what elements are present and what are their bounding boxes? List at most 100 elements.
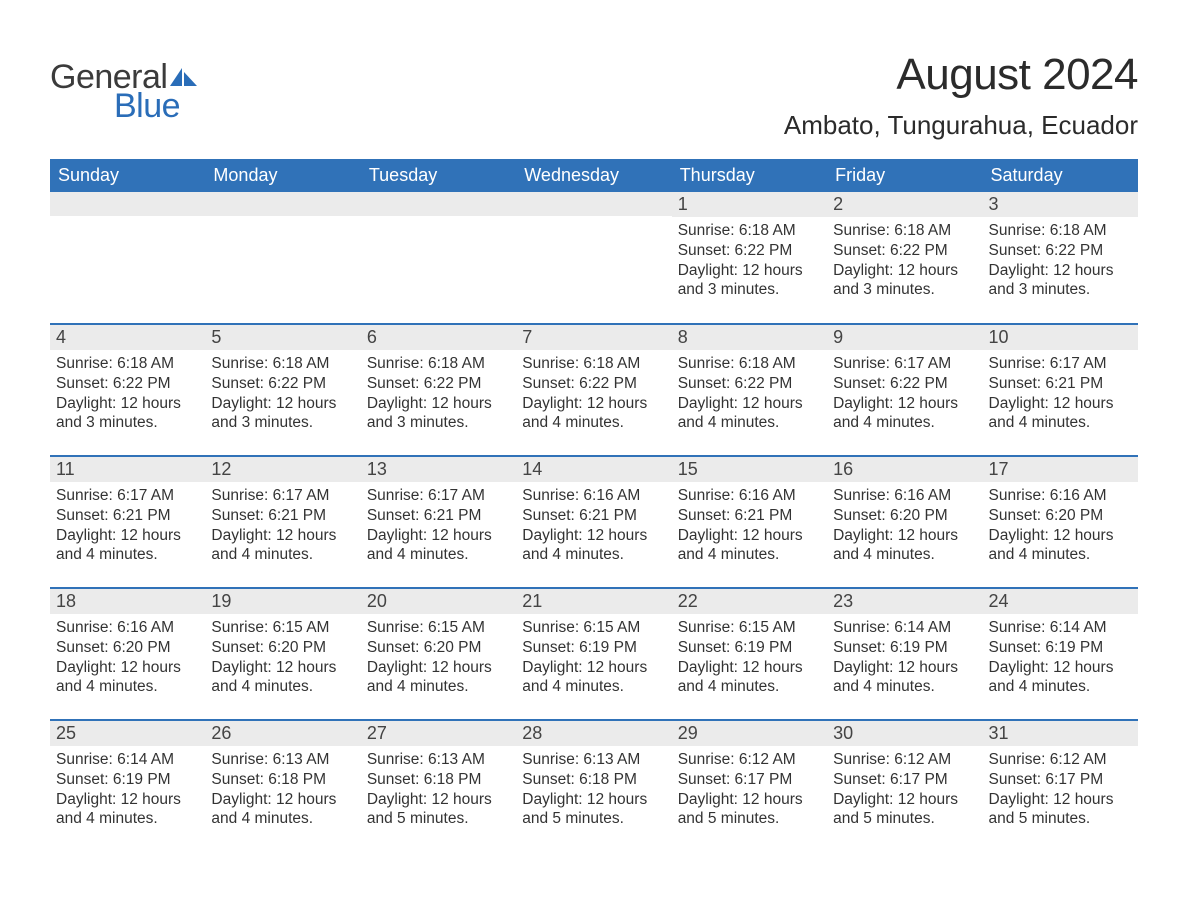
day-number: 30 xyxy=(827,721,982,746)
daylight-line: Daylight: 12 hours and 3 minutes. xyxy=(367,394,510,434)
calendar-cell xyxy=(361,192,516,324)
calendar-row: 11Sunrise: 6:17 AMSunset: 6:21 PMDayligh… xyxy=(50,456,1138,588)
weekday-header: Friday xyxy=(827,159,982,192)
calendar-table: Sunday Monday Tuesday Wednesday Thursday… xyxy=(50,159,1138,852)
sunrise-line: Sunrise: 6:17 AM xyxy=(56,486,199,506)
day-details: Sunrise: 6:16 AMSunset: 6:21 PMDaylight:… xyxy=(672,482,827,571)
day-number: 24 xyxy=(983,589,1138,614)
day-details: Sunrise: 6:16 AMSunset: 6:20 PMDaylight:… xyxy=(983,482,1138,571)
sunset-line: Sunset: 6:21 PM xyxy=(522,506,665,526)
sunset-line: Sunset: 6:17 PM xyxy=(989,770,1132,790)
empty-day-bar xyxy=(361,192,516,216)
day-number: 21 xyxy=(516,589,671,614)
calendar-cell: 9Sunrise: 6:17 AMSunset: 6:22 PMDaylight… xyxy=(827,324,982,456)
day-details: Sunrise: 6:17 AMSunset: 6:21 PMDaylight:… xyxy=(983,350,1138,439)
day-details: Sunrise: 6:16 AMSunset: 6:21 PMDaylight:… xyxy=(516,482,671,571)
calendar-cell: 2Sunrise: 6:18 AMSunset: 6:22 PMDaylight… xyxy=(827,192,982,324)
sunset-line: Sunset: 6:17 PM xyxy=(833,770,976,790)
daylight-line: Daylight: 12 hours and 5 minutes. xyxy=(833,790,976,830)
sunrise-line: Sunrise: 6:13 AM xyxy=(211,750,354,770)
empty-day-bar xyxy=(205,192,360,216)
calendar-cell: 29Sunrise: 6:12 AMSunset: 6:17 PMDayligh… xyxy=(672,720,827,852)
sunset-line: Sunset: 6:22 PM xyxy=(989,241,1132,261)
daylight-line: Daylight: 12 hours and 4 minutes. xyxy=(56,526,199,566)
sunset-line: Sunset: 6:19 PM xyxy=(522,638,665,658)
day-number: 28 xyxy=(516,721,671,746)
daylight-line: Daylight: 12 hours and 4 minutes. xyxy=(989,658,1132,698)
sunrise-line: Sunrise: 6:16 AM xyxy=(833,486,976,506)
day-number: 23 xyxy=(827,589,982,614)
sunset-line: Sunset: 6:22 PM xyxy=(678,241,821,261)
day-details: Sunrise: 6:12 AMSunset: 6:17 PMDaylight:… xyxy=(672,746,827,835)
calendar-cell: 18Sunrise: 6:16 AMSunset: 6:20 PMDayligh… xyxy=(50,588,205,720)
sunrise-line: Sunrise: 6:18 AM xyxy=(211,354,354,374)
weekday-header: Tuesday xyxy=(361,159,516,192)
calendar-cell: 5Sunrise: 6:18 AMSunset: 6:22 PMDaylight… xyxy=(205,324,360,456)
daylight-line: Daylight: 12 hours and 4 minutes. xyxy=(833,526,976,566)
logo-word2: Blue xyxy=(114,87,180,126)
day-number: 2 xyxy=(827,192,982,217)
calendar-cell: 16Sunrise: 6:16 AMSunset: 6:20 PMDayligh… xyxy=(827,456,982,588)
daylight-line: Daylight: 12 hours and 4 minutes. xyxy=(678,394,821,434)
sunrise-line: Sunrise: 6:14 AM xyxy=(833,618,976,638)
daylight-line: Daylight: 12 hours and 4 minutes. xyxy=(522,658,665,698)
day-number: 8 xyxy=(672,325,827,350)
day-details: Sunrise: 6:18 AMSunset: 6:22 PMDaylight:… xyxy=(205,350,360,439)
day-details: Sunrise: 6:16 AMSunset: 6:20 PMDaylight:… xyxy=(50,614,205,703)
calendar-row: 25Sunrise: 6:14 AMSunset: 6:19 PMDayligh… xyxy=(50,720,1138,852)
day-number: 17 xyxy=(983,457,1138,482)
calendar-page: General Blue August 2024 Ambato, Tungura… xyxy=(0,0,1188,892)
day-details: Sunrise: 6:18 AMSunset: 6:22 PMDaylight:… xyxy=(361,350,516,439)
day-number: 16 xyxy=(827,457,982,482)
empty-day-bar xyxy=(50,192,205,216)
sunrise-line: Sunrise: 6:16 AM xyxy=(56,618,199,638)
calendar-cell: 11Sunrise: 6:17 AMSunset: 6:21 PMDayligh… xyxy=(50,456,205,588)
calendar-cell: 23 Sunrise: 6:14 AMSunset: 6:19 PMDayligh… xyxy=(827,588,982,720)
calendar-cell: 22Sunrise: 6:15 AMSunset: 6:19 PMDayligh… xyxy=(672,588,827,720)
day-details: Sunrise: 6:17 AMSunset: 6:21 PMDaylight:… xyxy=(205,482,360,571)
sunset-line: Sunset: 6:20 PM xyxy=(211,638,354,658)
day-details: Sunrise: 6:16 AMSunset: 6:20 PMDaylight:… xyxy=(827,482,982,571)
daylight-line: Daylight: 12 hours and 4 minutes. xyxy=(211,790,354,830)
weekday-header-row: Sunday Monday Tuesday Wednesday Thursday… xyxy=(50,159,1138,192)
day-number: 9 xyxy=(827,325,982,350)
sunset-line: Sunset: 6:21 PM xyxy=(678,506,821,526)
day-number: 6 xyxy=(361,325,516,350)
title-block: August 2024 Ambato, Tungurahua, Ecuador xyxy=(784,50,1138,141)
day-number: 15 xyxy=(672,457,827,482)
day-details: Sunrise: 6:18 AMSunset: 6:22 PMDaylight:… xyxy=(827,217,982,306)
sunrise-line: Sunrise: 6:14 AM xyxy=(989,618,1132,638)
sunrise-line: Sunrise: 6:12 AM xyxy=(833,750,976,770)
sunrise-line: Sunrise: 6:15 AM xyxy=(678,618,821,638)
day-number: 3 xyxy=(983,192,1138,217)
sunset-line: Sunset: 6:19 PM xyxy=(833,638,976,658)
daylight-line: Daylight: 12 hours and 4 minutes. xyxy=(989,394,1132,434)
sunset-line: Sunset: 6:19 PM xyxy=(989,638,1132,658)
calendar-cell xyxy=(205,192,360,324)
day-number: 25 xyxy=(50,721,205,746)
sunset-line: Sunset: 6:21 PM xyxy=(989,374,1132,394)
day-number: 14 xyxy=(516,457,671,482)
day-details: Sunrise: 6:15 AMSunset: 6:20 PMDaylight:… xyxy=(361,614,516,703)
sunset-line: Sunset: 6:22 PM xyxy=(833,374,976,394)
daylight-line: Daylight: 12 hours and 3 minutes. xyxy=(989,261,1132,301)
sunset-line: Sunset: 6:21 PM xyxy=(56,506,199,526)
day-number: 31 xyxy=(983,721,1138,746)
sunset-line: Sunset: 6:21 PM xyxy=(211,506,354,526)
day-details: Sunrise: 6:15 AMSunset: 6:19 PMDaylight:… xyxy=(672,614,827,703)
sunset-line: Sunset: 6:17 PM xyxy=(678,770,821,790)
sunset-line: Sunset: 6:20 PM xyxy=(367,638,510,658)
sunrise-line: Sunrise: 6:15 AM xyxy=(211,618,354,638)
daylight-line: Daylight: 12 hours and 4 minutes. xyxy=(833,658,976,698)
daylight-line: Daylight: 12 hours and 5 minutes. xyxy=(989,790,1132,830)
calendar-cell: 10Sunrise: 6:17 AMSunset: 6:21 PMDayligh… xyxy=(983,324,1138,456)
day-number: 13 xyxy=(361,457,516,482)
sunrise-line: Sunrise: 6:18 AM xyxy=(833,221,976,241)
day-number: 19 xyxy=(205,589,360,614)
day-number: 10 xyxy=(983,325,1138,350)
calendar-cell xyxy=(50,192,205,324)
day-number: 4 xyxy=(50,325,205,350)
sunset-line: Sunset: 6:20 PM xyxy=(833,506,976,526)
day-details: Sunrise: 6:18 AMSunset: 6:22 PMDaylight:… xyxy=(516,350,671,439)
sunrise-line: Sunrise: 6:15 AM xyxy=(367,618,510,638)
